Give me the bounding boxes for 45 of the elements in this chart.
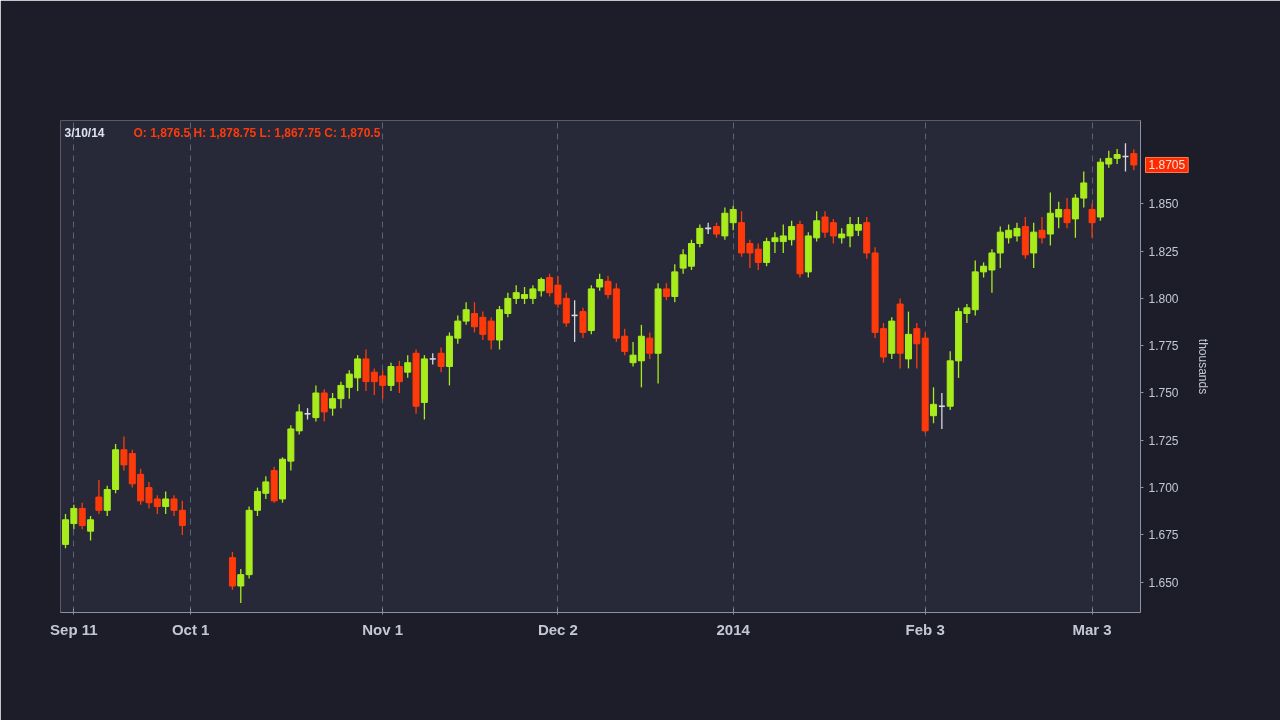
x-tick-label: Nov 1: [362, 620, 404, 638]
candlestick: [930, 386, 938, 424]
candlestick: [487, 316, 495, 351]
annotation: O: 1,876.5 H: 1,878.75 L: 1,867.75 C: 1,870.5: [133, 125, 381, 140]
candlestick: [320, 388, 328, 423]
candlestick: [1088, 203, 1096, 239]
candlestick: [437, 346, 445, 373]
x-tick-label: Feb 3: [905, 620, 945, 638]
candlestick: [395, 360, 403, 394]
y-axis-title: thousands: [1195, 338, 1210, 395]
y-tick-label: 1.850: [1148, 197, 1179, 212]
x-tick-label: Mar 3: [1072, 620, 1112, 638]
candlestick: [404, 354, 412, 379]
candlestick: [1063, 197, 1071, 230]
candlestick: [178, 500, 186, 536]
candlestick: [1130, 148, 1138, 171]
x-tick-label: Sep 11: [50, 620, 98, 638]
candlestick: [87, 515, 95, 542]
candlestick: [913, 322, 921, 370]
y-tick-label: 1.825: [1148, 244, 1179, 259]
candlestick: [938, 392, 946, 430]
candlestick: [162, 490, 170, 515]
y-tick-label: 1.700: [1148, 481, 1179, 496]
candlestick: [1071, 193, 1079, 239]
candlestick: [95, 479, 103, 515]
text: 1.8705: [1148, 158, 1186, 173]
x-tick-label: Dec 2: [537, 620, 578, 638]
candlestick: [170, 494, 178, 517]
candlestick: [1080, 170, 1088, 209]
y-tick-label: 1.675: [1148, 528, 1179, 543]
candlestick: [646, 331, 654, 360]
x-tick-label: 2014: [716, 620, 751, 638]
candlestick: [1038, 216, 1046, 245]
y-tick-label: 1.775: [1148, 339, 1179, 354]
annotation: 3/10/14: [64, 125, 105, 140]
y-tick-label: 1.750: [1148, 386, 1179, 401]
candlestick: [1113, 148, 1121, 165]
y-tick-label: 1.725: [1148, 433, 1179, 448]
y-tick-label: 1.800: [1148, 291, 1179, 306]
candlestick: [387, 362, 395, 392]
candlestick: [579, 307, 587, 339]
candlestick: [78, 502, 86, 530]
y-tick-label: 1.650: [1148, 575, 1179, 590]
candlestick: [1030, 222, 1038, 269]
x-tick-label: Oct 1: [171, 620, 210, 638]
